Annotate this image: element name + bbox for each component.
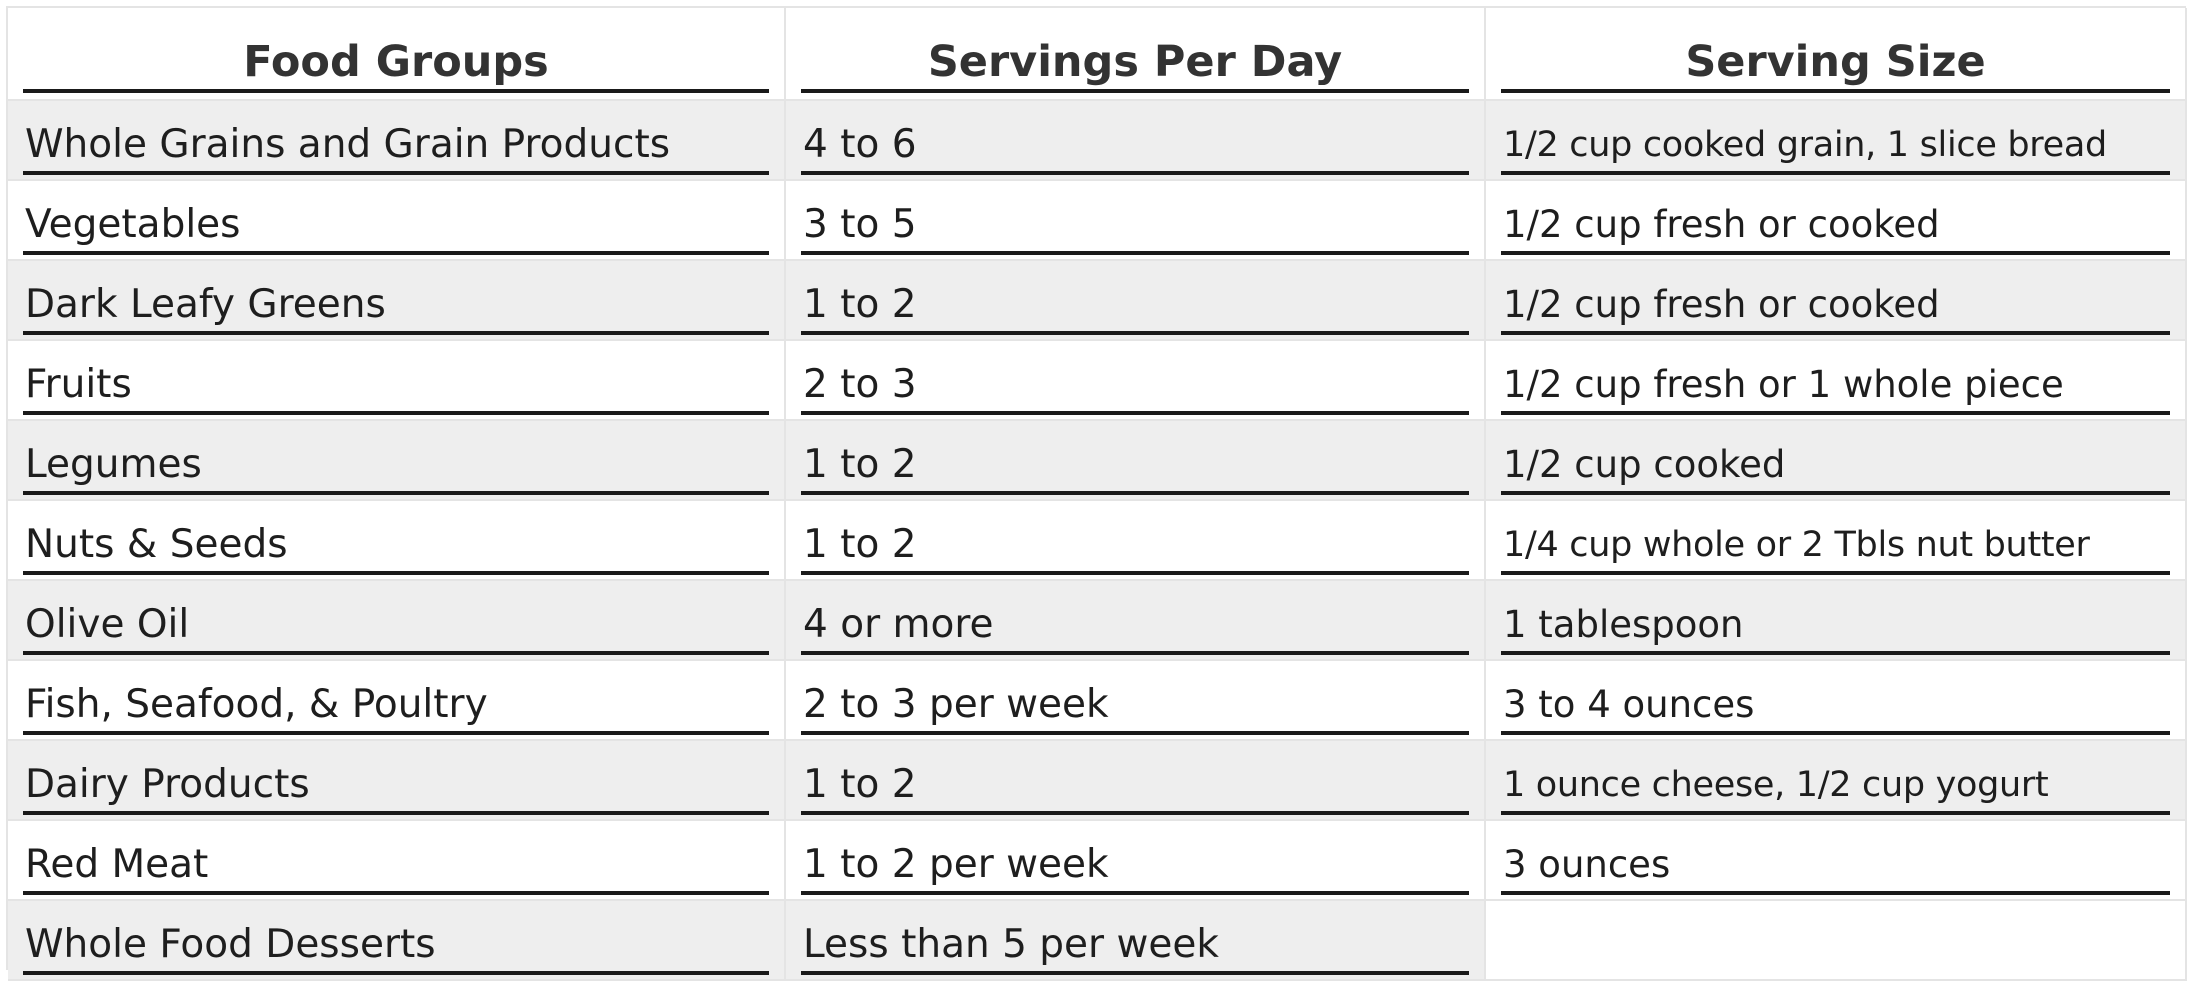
food-group-text: Nuts & Seeds — [23, 519, 769, 575]
serving-size-cell: 3 ounces — [1485, 820, 2187, 901]
table-row: Legumes 1 to 2 1/2 cup cooked — [8, 420, 2187, 501]
servings-cell: Less than 5 per week — [785, 900, 1486, 981]
servings-text: 3 to 5 — [801, 199, 1469, 255]
header-food-groups: Food Groups — [8, 8, 786, 101]
serving-size-cell: 1/2 cup cooked — [1485, 420, 2187, 501]
food-group-cell: Legumes — [8, 420, 786, 501]
servings-cell: 3 to 5 — [785, 180, 1486, 261]
servings-text: 2 to 3 per week — [801, 679, 1469, 735]
food-group-text: Whole Food Desserts — [23, 919, 769, 975]
food-group-cell: Olive Oil — [8, 580, 786, 661]
servings-text: 1 to 2 — [801, 759, 1469, 815]
table-row: Whole Food Desserts Less than 5 per week — [8, 900, 2187, 981]
servings-cell: 1 to 2 — [785, 500, 1486, 581]
header-serving-size-label: Serving Size — [1501, 35, 2170, 93]
servings-cell: 4 or more — [785, 580, 1486, 661]
serving-size-text: 1/2 cup fresh or 1 whole piece — [1501, 359, 2170, 415]
food-group-cell: Nuts & Seeds — [8, 500, 786, 581]
food-group-text: Red Meat — [23, 839, 769, 895]
table-row: Fish, Seafood, & Poultry 2 to 3 per week… — [8, 660, 2187, 741]
header-food-groups-label: Food Groups — [23, 35, 769, 93]
food-group-text: Whole Grains and Grain Products — [23, 119, 769, 175]
table-row: Olive Oil 4 or more 1 tablespoon — [8, 580, 2187, 661]
food-group-text: Fish, Seafood, & Poultry — [23, 679, 769, 735]
food-group-cell: Whole Food Desserts — [8, 900, 786, 981]
food-group-text: Dark Leafy Greens — [23, 279, 769, 335]
header-servings-per-day-label: Servings Per Day — [801, 35, 1469, 93]
serving-size-cell: 1/4 cup whole or 2 Tbls nut butter — [1485, 500, 2187, 581]
food-group-cell: Fruits — [8, 340, 786, 421]
table-row: Nuts & Seeds 1 to 2 1/4 cup whole or 2 T… — [8, 500, 2187, 581]
servings-text: Less than 5 per week — [801, 919, 1469, 975]
servings-text: 2 to 3 — [801, 359, 1469, 415]
serving-size-cell: 1 tablespoon — [1485, 580, 2187, 661]
food-group-cell: Dairy Products — [8, 740, 786, 821]
servings-text: 4 to 6 — [801, 119, 1469, 175]
serving-size-text: 1/2 cup fresh or cooked — [1501, 199, 2170, 255]
serving-size-cell: 1 ounce cheese, 1/2 cup yogurt — [1485, 740, 2187, 821]
servings-table-container: Food Groups Servings Per Day Serving Siz… — [6, 6, 2187, 981]
header-servings-per-day: Servings Per Day — [785, 8, 1486, 101]
serving-size-cell: 1/2 cup fresh or cooked — [1485, 180, 2187, 261]
serving-size-text: 1/4 cup whole or 2 Tbls nut butter — [1501, 519, 2170, 575]
servings-table: Food Groups Servings Per Day Serving Siz… — [8, 8, 2187, 981]
serving-size-cell-empty — [1485, 900, 2187, 981]
servings-text: 1 to 2 — [801, 279, 1469, 335]
serving-size-text: 1/2 cup cooked grain, 1 slice bread — [1501, 119, 2170, 175]
servings-cell: 1 to 2 — [785, 740, 1486, 821]
food-group-text: Dairy Products — [23, 759, 769, 815]
table-row: Dairy Products 1 to 2 1 ounce cheese, 1/… — [8, 740, 2187, 821]
header-serving-size: Serving Size — [1485, 8, 2187, 101]
servings-text: 4 or more — [801, 599, 1469, 655]
servings-text: 1 to 2 per week — [801, 839, 1469, 895]
servings-cell: 1 to 2 — [785, 260, 1486, 341]
serving-size-cell: 1/2 cup cooked grain, 1 slice bread — [1485, 100, 2187, 181]
table-row: Vegetables 3 to 5 1/2 cup fresh or cooke… — [8, 180, 2187, 261]
serving-size-cell: 1/2 cup fresh or 1 whole piece — [1485, 340, 2187, 421]
servings-cell: 1 to 2 — [785, 420, 1486, 501]
food-group-cell: Whole Grains and Grain Products — [8, 100, 786, 181]
table-row: Whole Grains and Grain Products 4 to 6 1… — [8, 100, 2187, 181]
serving-size-text: 1 tablespoon — [1501, 599, 2170, 655]
food-group-text: Vegetables — [23, 199, 769, 255]
serving-size-text: 3 to 4 ounces — [1501, 679, 2170, 735]
servings-cell: 4 to 6 — [785, 100, 1486, 181]
header-row: Food Groups Servings Per Day Serving Siz… — [8, 8, 2187, 101]
food-group-cell: Dark Leafy Greens — [8, 260, 786, 341]
food-group-cell: Fish, Seafood, & Poultry — [8, 660, 786, 741]
food-group-cell: Vegetables — [8, 180, 786, 261]
serving-size-cell: 1/2 cup fresh or cooked — [1485, 260, 2187, 341]
serving-size-text: 1/2 cup fresh or cooked — [1501, 279, 2170, 335]
serving-size-text: 3 ounces — [1501, 839, 2170, 895]
servings-cell: 1 to 2 per week — [785, 820, 1486, 901]
table-row: Red Meat 1 to 2 per week 3 ounces — [8, 820, 2187, 901]
food-group-text: Legumes — [23, 439, 769, 495]
serving-size-text: 1 ounce cheese, 1/2 cup yogurt — [1501, 759, 2170, 815]
serving-size-cell: 3 to 4 ounces — [1485, 660, 2187, 741]
food-group-cell: Red Meat — [8, 820, 786, 901]
table-row: Fruits 2 to 3 1/2 cup fresh or 1 whole p… — [8, 340, 2187, 421]
serving-size-text: 1/2 cup cooked — [1501, 439, 2170, 495]
food-group-text: Olive Oil — [23, 599, 769, 655]
servings-cell: 2 to 3 per week — [785, 660, 1486, 741]
servings-text: 1 to 2 — [801, 439, 1469, 495]
servings-text: 1 to 2 — [801, 519, 1469, 575]
table-row: Dark Leafy Greens 1 to 2 1/2 cup fresh o… — [8, 260, 2187, 341]
food-group-text: Fruits — [23, 359, 769, 415]
servings-cell: 2 to 3 — [785, 340, 1486, 421]
